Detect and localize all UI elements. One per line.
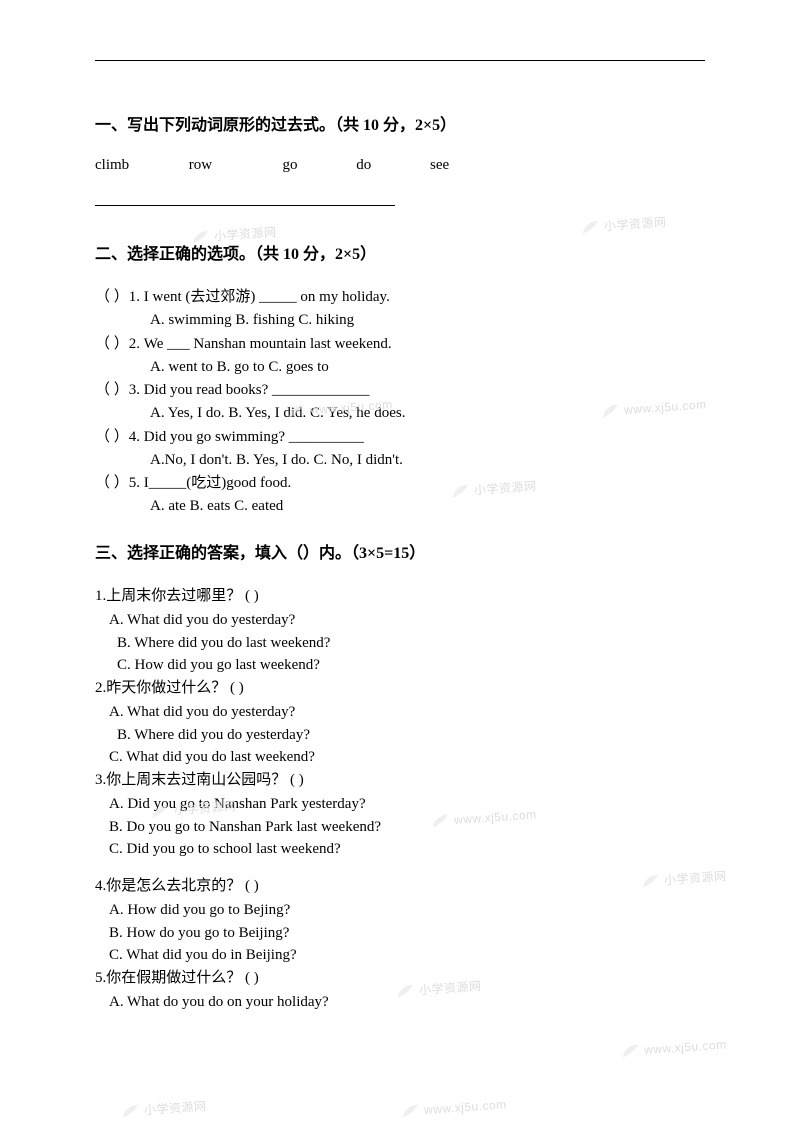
s3-q1-a: A. What did you do yesterday?: [95, 609, 705, 632]
s3-q3-c: C. Did you go to school last weekend?: [95, 838, 705, 861]
s3-q4-stem[interactable]: 4.你是怎么去北京的？ ( ): [95, 875, 705, 898]
verb-item: see: [430, 157, 449, 174]
answer-blank-line[interactable]: [95, 192, 395, 206]
s2-q1-stem[interactable]: （ ）1. I went (去过郊游) _____ on my holiday.: [95, 286, 705, 309]
watermark-label: 小学资源网: [143, 1097, 207, 1118]
s2-q3-stem[interactable]: （ ）3. Did you read books? _____________: [95, 379, 705, 402]
s3-q5-stem[interactable]: 5.你在假期做过什么？ ( ): [95, 967, 705, 990]
leaf-icon: [400, 1102, 421, 1119]
s3-q2-a: A. What did you do yesterday?: [95, 701, 705, 724]
leaf-icon: [120, 1102, 141, 1119]
verb-item: go: [283, 157, 353, 174]
s3-q2-c: C. What did you do last weekend?: [95, 746, 705, 769]
s2-q5-stem[interactable]: （ ）5. I_____(吃过)good food.: [95, 472, 705, 495]
verb-item: do: [356, 157, 426, 174]
section2-title: 二、选择正确的选项。（共 10 分，2×5）: [95, 240, 705, 264]
s2-q5-options: A. ate B. eats C. eated: [95, 495, 705, 518]
s2-q1-options: A. swimming B. fishing C. hiking: [95, 309, 705, 332]
s3-q2-stem[interactable]: 2.昨天你做过什么？ ( ): [95, 677, 705, 700]
s3-q1-stem[interactable]: 1.上周末你去过哪里？ ( ): [95, 585, 705, 608]
watermark: 小学资源网: [120, 1097, 207, 1120]
s2-q4-stem[interactable]: （ ）4. Did you go swimming? __________: [95, 426, 705, 449]
s3-q4-b: B. How do you go to Beijing?: [95, 922, 705, 945]
section3-title: 三、选择正确的答案，填入（）内。（3×5=15）: [95, 539, 705, 563]
s3-q3-stem[interactable]: 3.你上周末去过南山公园吗？ ( ): [95, 769, 705, 792]
s3-q4-c: C. What did you do in Beijing?: [95, 944, 705, 967]
s3-q1-b: B. Where did you do last weekend?: [95, 632, 705, 655]
document-page: 一、写出下列动词原形的过去式。（共 10 分，2×5） climb row go…: [0, 0, 800, 1072]
s2-q4-options: A.No, I don't. B. Yes, I do. C. No, I di…: [95, 449, 705, 472]
s3-q3-b: B. Do you go to Nanshan Park last weeken…: [95, 816, 705, 839]
s3-q1-c: C. How did you go last weekend?: [95, 654, 705, 677]
watermark-url: www.xj5u.com: [424, 1097, 507, 1117]
section2-questions: （ ）1. I went (去过郊游) _____ on my holiday.…: [95, 286, 705, 519]
s3-q4-a: A. How did you go to Bejing?: [95, 899, 705, 922]
verb-list: climb row go do see: [95, 157, 705, 174]
watermark: www.xj5u.com: [400, 1096, 508, 1119]
s2-q2-stem[interactable]: （ ）2. We ___ Nanshan mountain last weeke…: [95, 333, 705, 356]
s3-q2-b: B. Where did you do yesterday?: [95, 724, 705, 747]
s3-q5-a: A. What do you do on your holiday?: [95, 991, 705, 1014]
s2-q3-options: A. Yes, I do. B. Yes, I did. C. Yes, he …: [95, 402, 705, 425]
verb-item: row: [189, 157, 279, 174]
top-rule: [95, 60, 705, 61]
s2-q2-options: A. went to B. go to C. goes to: [95, 356, 705, 379]
section3-questions: 1.上周末你去过哪里？ ( ) A. What did you do yeste…: [95, 585, 705, 1014]
s3-q3-a: A. Did you go to Nanshan Park yesterday?: [95, 793, 705, 816]
section1-title: 一、写出下列动词原形的过去式。（共 10 分，2×5）: [95, 111, 705, 135]
verb-item: climb: [95, 157, 185, 174]
